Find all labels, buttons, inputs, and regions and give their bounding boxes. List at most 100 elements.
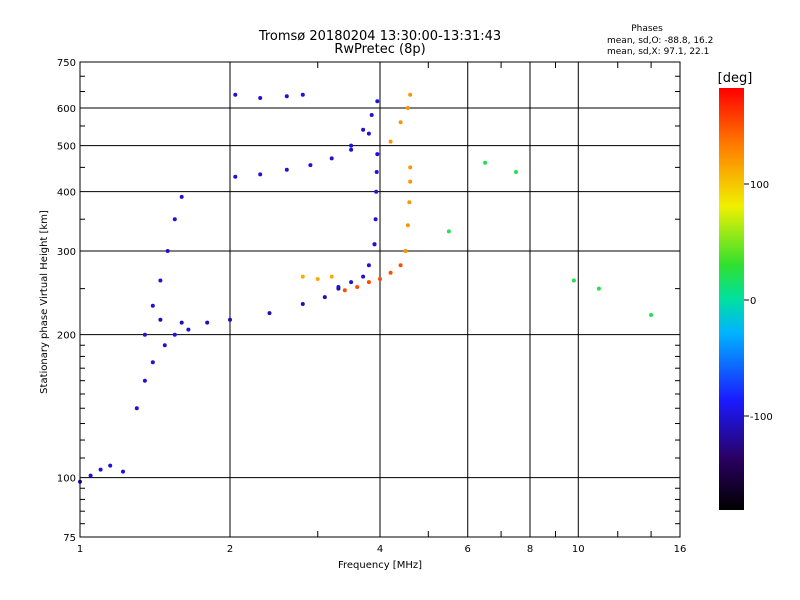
data-point	[374, 189, 379, 194]
data-point	[300, 92, 305, 97]
axis-ticks: 1 2 4 6 8 10 16 75 100 200 300 400 500 600 750	[57, 58, 686, 555]
colorbar-label: [deg]	[718, 71, 753, 86]
data-point	[408, 92, 413, 97]
phase-box-line-o: mean, sd,O: -88.8, 16.2	[607, 36, 713, 46]
phase-box-line-x: mean, sd,X: 97.1, 22.1	[607, 47, 709, 57]
y-tick-label: 75	[63, 533, 76, 544]
data-point	[349, 143, 354, 148]
data-point	[284, 94, 289, 99]
data-point	[398, 263, 403, 268]
trace-10	[342, 249, 408, 293]
data-point	[361, 127, 366, 132]
y-axis-label: Stationary phase Virtual Height [km]	[39, 210, 50, 394]
data-point	[374, 170, 379, 174]
data-point	[233, 174, 238, 179]
data-point	[329, 274, 334, 279]
data-point	[403, 249, 408, 253]
data-point	[372, 242, 377, 247]
chart-title-line2: RwPretec (8p)	[334, 42, 425, 57]
trace-6	[233, 131, 371, 179]
data-point	[158, 278, 163, 283]
plot-grid	[80, 62, 680, 537]
chart-title-line1: Tromsø 20180204 13:30:00-13:31:43	[258, 29, 501, 44]
data-point	[322, 295, 327, 300]
data-point	[258, 96, 263, 100]
data-point	[349, 280, 354, 285]
data-point	[205, 320, 210, 325]
data-point	[407, 200, 412, 205]
data-point	[514, 170, 518, 174]
x-tick-label: 6	[465, 544, 471, 555]
data-point	[142, 332, 147, 337]
data-point	[88, 473, 93, 478]
data-point	[342, 288, 347, 293]
x-tick-label: 4	[377, 544, 383, 555]
y-tick-label: 500	[57, 142, 76, 153]
data-point	[315, 277, 320, 281]
plot-frame	[79, 61, 681, 538]
data-point	[571, 278, 576, 283]
data-point	[375, 152, 380, 157]
data-point	[366, 263, 371, 268]
colorbar-tick-100: 100	[750, 180, 769, 191]
colorbar-tick-0: 0	[750, 296, 756, 307]
data-point	[108, 463, 113, 468]
data-point	[172, 332, 177, 337]
data-point	[121, 469, 125, 474]
data-point	[388, 270, 393, 275]
trace-8	[233, 92, 305, 100]
data-point	[150, 303, 155, 308]
x-tick-label: 10	[572, 544, 585, 555]
data-point	[233, 92, 238, 97]
data-point	[162, 343, 167, 348]
data-point	[267, 311, 272, 316]
data-point	[378, 277, 382, 281]
x-axis-label: Frequency [MHz]	[338, 560, 422, 571]
data-point	[172, 217, 177, 222]
y-tick-label: 300	[57, 247, 76, 258]
data-point	[405, 106, 410, 110]
data-point	[349, 147, 354, 152]
trace-12	[388, 92, 413, 144]
data-point	[375, 99, 380, 104]
trace-13	[446, 160, 654, 317]
trace-9	[300, 274, 334, 281]
data-point	[369, 113, 374, 117]
data-point	[649, 313, 654, 317]
y-tick-label: 400	[57, 188, 76, 199]
data-point	[258, 172, 263, 177]
data-point	[408, 165, 413, 170]
x-tick-label: 16	[674, 544, 687, 555]
x-tick-label: 2	[227, 544, 233, 555]
trace-7	[349, 99, 380, 148]
data-point	[158, 317, 163, 322]
data-point	[228, 317, 232, 322]
phase-box-heading: Phases	[631, 24, 663, 34]
data-point	[596, 286, 601, 291]
data-point	[373, 217, 378, 222]
trace-1	[134, 327, 191, 411]
data-point	[408, 179, 413, 184]
x-tick-label: 1	[77, 544, 83, 555]
data-point	[329, 156, 334, 161]
y-tick-label: 750	[57, 58, 76, 69]
data-point	[300, 302, 305, 306]
data-point	[165, 249, 170, 253]
data-point	[179, 320, 184, 325]
trace-2	[142, 194, 184, 337]
trace-3	[158, 286, 341, 325]
data-point	[142, 378, 147, 383]
data-point	[366, 131, 371, 136]
data-point	[361, 274, 366, 279]
colorbar-tick-minus100: -100	[750, 412, 773, 423]
trace-0	[78, 463, 125, 484]
y-tick-label: 600	[57, 104, 76, 115]
data-points	[78, 92, 654, 484]
data-point	[388, 139, 393, 144]
data-point	[398, 120, 403, 125]
data-point	[355, 285, 360, 289]
data-point	[366, 280, 371, 285]
trace-11	[403, 165, 413, 253]
data-point	[336, 285, 341, 289]
